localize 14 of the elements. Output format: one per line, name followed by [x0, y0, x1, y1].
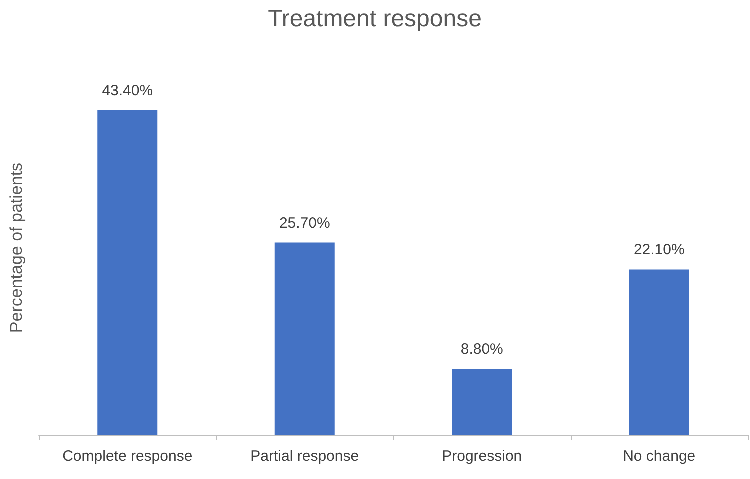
- data-label: 25.70%: [279, 214, 330, 232]
- x-tick-label: No change: [623, 448, 696, 465]
- bar: [274, 242, 335, 435]
- x-tick-label: Progression: [442, 448, 522, 465]
- x-tick-label: Complete response: [62, 448, 193, 465]
- y-axis-title: Percentage of patients: [7, 162, 26, 334]
- x-tick-label: Partial response: [250, 448, 360, 465]
- data-label: 8.80%: [460, 341, 504, 358]
- bar: [98, 110, 158, 435]
- bar: [629, 270, 690, 435]
- data-label: 43.40%: [102, 82, 154, 100]
- bar: [452, 369, 512, 435]
- data-label: 22.10%: [634, 242, 685, 259]
- chart-title: Treatment response: [268, 6, 482, 32]
